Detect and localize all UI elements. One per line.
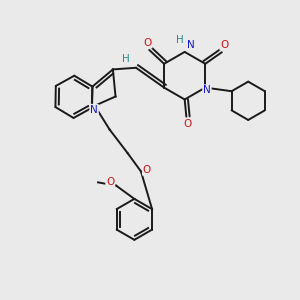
Text: N: N [90, 105, 98, 115]
Text: N: N [187, 40, 194, 50]
Text: H: H [176, 35, 184, 45]
Text: O: O [106, 177, 114, 188]
Text: O: O [220, 40, 229, 50]
Text: O: O [184, 119, 192, 129]
Text: O: O [143, 165, 151, 175]
Text: N: N [203, 85, 211, 95]
Text: H: H [122, 53, 130, 64]
Text: O: O [143, 38, 152, 48]
